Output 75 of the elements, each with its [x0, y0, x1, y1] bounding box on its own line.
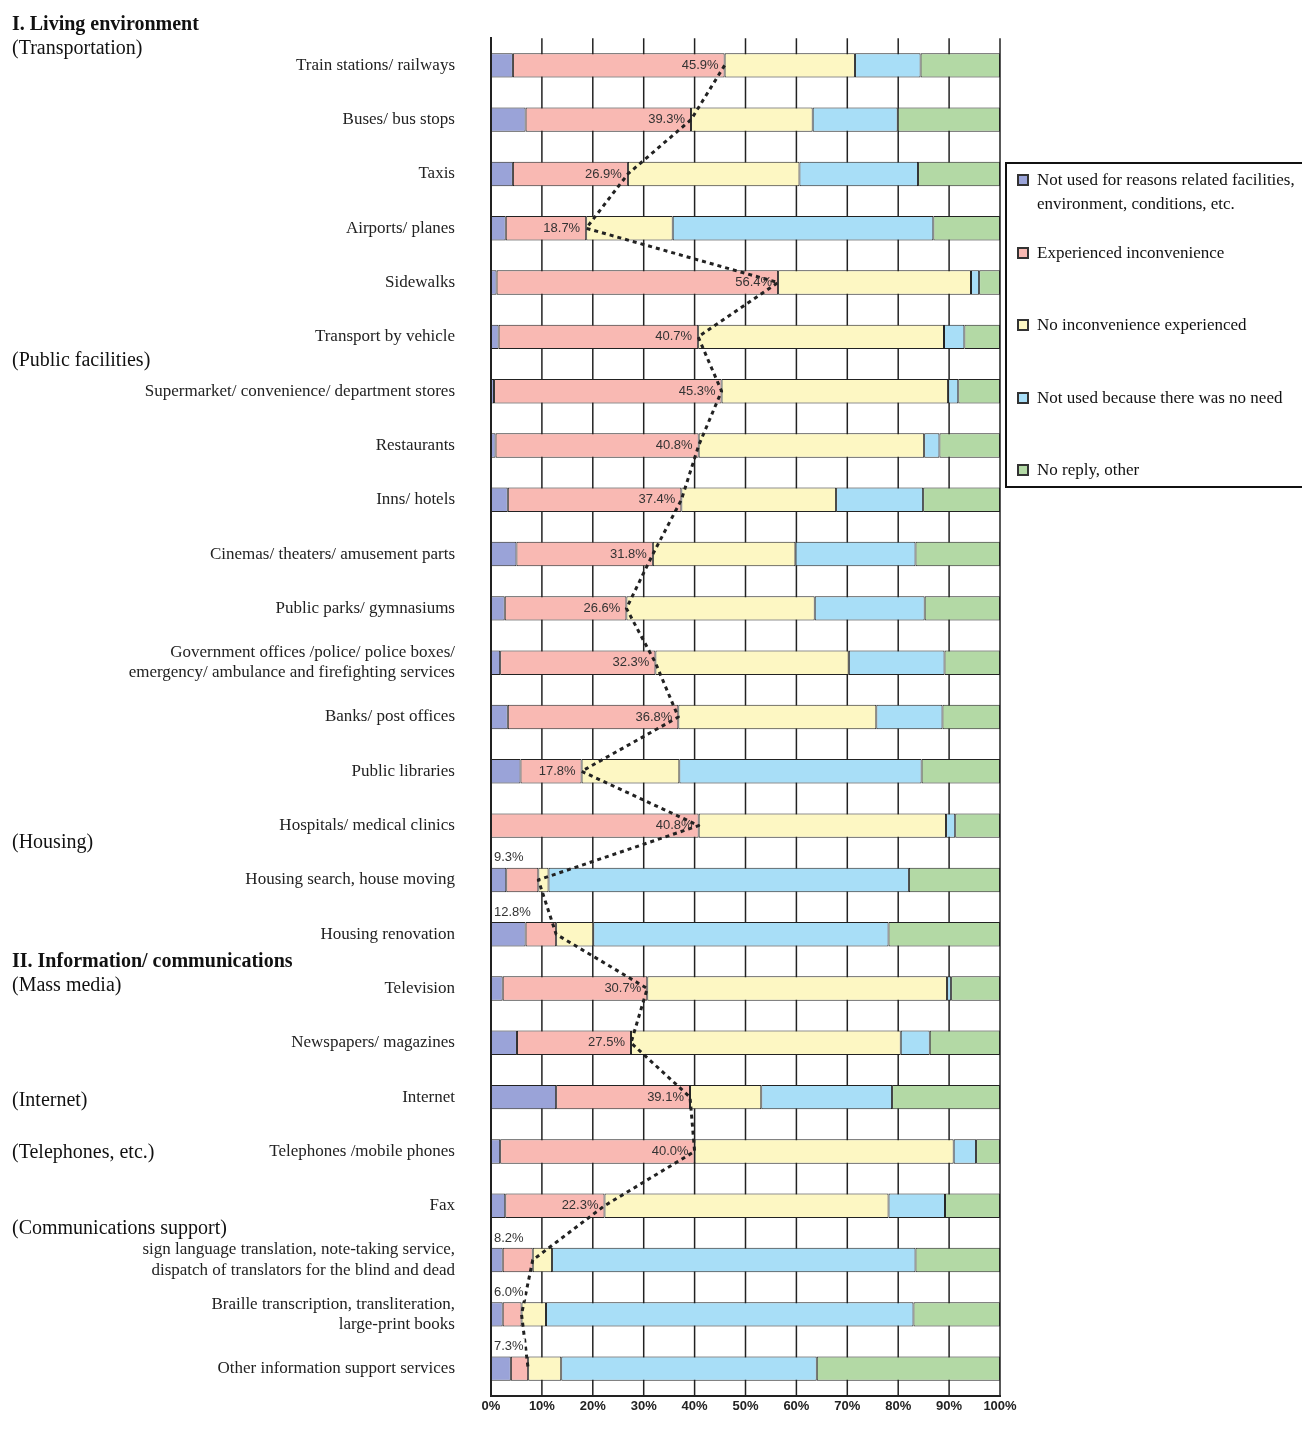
y-tick-label: Fax	[429, 1195, 456, 1215]
text: (Public facilities)	[12, 348, 151, 371]
data-label: 40.8%	[655, 437, 694, 453]
text: (Housing)	[12, 830, 94, 853]
data-label: 6.0%	[494, 1283, 525, 1299]
y-tick-label: Television	[384, 977, 456, 997]
data-label: 31.8%	[609, 545, 648, 561]
x-tick-label: 0%	[481, 1398, 501, 1414]
data-label: 40.8%	[655, 817, 694, 833]
y-tick-label: Sidewalks	[385, 272, 455, 292]
data-label: 56.4%	[735, 274, 773, 290]
data-label: 26.6%	[583, 599, 621, 615]
x-tick-label: 40%	[681, 1398, 709, 1414]
data-label: 26.9%	[585, 165, 623, 181]
y-tick-label: Public libraries	[351, 760, 455, 780]
data-label: 40.7%	[655, 328, 693, 344]
y-tick-label: Taxis	[418, 163, 455, 183]
data-label: 36.8%	[635, 708, 673, 724]
x-tick-label: 20%	[579, 1398, 607, 1414]
x-tick-label: 50%	[732, 1398, 759, 1414]
data-label: 30.7%	[604, 980, 642, 996]
text: (Telephones, etc.)	[12, 1140, 155, 1163]
data-label: 32.3%	[612, 654, 650, 670]
legend-label: No inconvenience experienced	[1037, 314, 1247, 336]
data-label: 8.2%	[494, 1229, 525, 1245]
y-tick-label: Train stations/ railways	[296, 54, 455, 74]
text: (Communications support)	[12, 1216, 227, 1239]
y-tick-label: Transport by vehicle	[314, 326, 455, 346]
y-tick-label: Housing search, house moving	[245, 869, 456, 889]
x-tick-label: 100%	[983, 1398, 1018, 1414]
y-tick-label: Buses/ bus stops	[342, 109, 455, 129]
data-label: 39.3%	[648, 111, 686, 127]
text: (Transportation)	[12, 36, 143, 59]
y-tick-label: Cinemas/ theaters/ amusement parts	[209, 543, 455, 563]
legend-label: Not used for reasons related facilities, environment, conditions, etc.	[1037, 169, 1296, 215]
data-label: 17.8%	[538, 762, 577, 778]
y-tick-label: Braille transcription, transliteration, large-print books	[211, 1293, 455, 1334]
y-tick-label: Other information support services	[217, 1358, 455, 1378]
x-tick-label: 80%	[885, 1398, 912, 1414]
y-tick-label: Airports/ planes	[345, 217, 455, 237]
data-label: 45.3%	[678, 382, 716, 398]
y-tick-label: Government offices /police/ police boxes/ emergency/ ambulance and firefighting services	[128, 641, 456, 682]
legend-label: No reply, other	[1037, 459, 1140, 481]
data-label: 18.7%	[543, 219, 581, 235]
y-tick-label: Hospitals/ medical clinics	[279, 815, 455, 835]
y-tick-label: sign language translation, note-taking service, dispatch of translators for the blind and dead	[142, 1239, 456, 1279]
y-tick-label: Restaurants	[375, 434, 455, 454]
text: (Internet)	[12, 1088, 88, 1111]
data-label: 37.4%	[638, 491, 676, 507]
y-tick-label: Banks/ post offices	[324, 706, 455, 726]
y-tick-label: Internet	[402, 1086, 456, 1106]
text: I. Living environment	[12, 12, 199, 35]
data-label: 45.9%	[681, 56, 720, 72]
x-tick-label: 70%	[834, 1398, 861, 1414]
x-tick-label: 90%	[936, 1398, 963, 1414]
data-label: 12.8%	[494, 903, 532, 919]
y-tick-label: Newspapers/ magazines	[291, 1032, 455, 1052]
text: II. Information/ communications	[12, 949, 293, 972]
data-label: 22.3%	[561, 1197, 599, 1213]
data-label: 9.3%	[494, 849, 525, 865]
x-tick-label: 10%	[528, 1398, 556, 1414]
data-label: 27.5%	[588, 1034, 626, 1050]
legend-label: Not used because there was no need	[1037, 386, 1283, 409]
data-label: 40.0%	[651, 1143, 690, 1159]
data-label: 39.1%	[647, 1088, 685, 1104]
data-label: 7.3%	[494, 1338, 525, 1354]
legend-label: Experienced inconvenience	[1037, 241, 1225, 264]
y-tick-label: Public parks/ gymnasiums	[275, 597, 455, 617]
y-tick-label: Housing renovation	[320, 923, 456, 943]
y-tick-label: Telephones /mobile phones	[269, 1140, 455, 1160]
x-tick-label: 30%	[630, 1398, 658, 1414]
x-tick-label: 60%	[783, 1398, 810, 1414]
text: (Mass media)	[12, 973, 122, 996]
y-tick-label: Supermarket/ convenience/ department stores	[144, 380, 455, 400]
y-tick-label: Inns/ hotels	[376, 489, 455, 509]
